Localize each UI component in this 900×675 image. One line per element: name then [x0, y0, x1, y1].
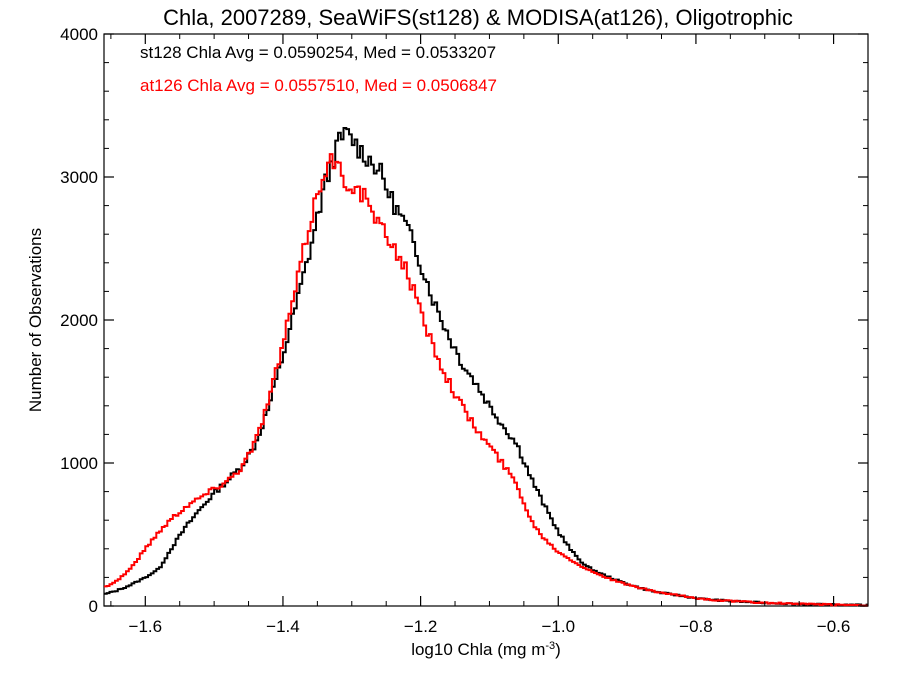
- series-annotation-at126: at126 Chla Avg = 0.0557510, Med = 0.0506…: [140, 76, 497, 95]
- chart-title: Chla, 2007289, SeaWiFS(st128) & MODISA(a…: [163, 5, 793, 30]
- x-tick-label: −0.8: [679, 617, 713, 636]
- series-line-1: [104, 153, 868, 607]
- x-axis-label-main: log10 Chla (mg m: [411, 640, 545, 659]
- x-axis-label-end: ): [555, 640, 561, 659]
- y-tick-label: 3000: [60, 168, 98, 187]
- y-axis-ticks: 0 1000 2000 3000 4000: [60, 25, 868, 616]
- series-annotation-st128: st128 Chla Avg = 0.0590254, Med = 0.0533…: [140, 43, 496, 62]
- plot-area: −1.6 −1.4 −1.2 −1.0 −0.8 −0.6 0 1000 2000 3000 40…: [60, 25, 869, 636]
- x-tick-label: −1.0: [541, 617, 575, 636]
- x-tick-label: −1.4: [266, 617, 300, 636]
- x-axis-label-superscript: -3: [545, 640, 555, 652]
- x-tick-label: −1.6: [129, 617, 163, 636]
- y-axis-label: Number of Observations: [26, 228, 45, 412]
- y-tick-label: 2000: [60, 311, 98, 330]
- x-tick-label: −0.6: [817, 617, 851, 636]
- x-axis-ticks: −1.6 −1.4 −1.2 −1.0 −0.8 −0.6: [110, 34, 869, 636]
- y-tick-label: 4000: [60, 25, 98, 44]
- y-tick-label: 1000: [60, 454, 98, 473]
- y-tick-label: 0: [89, 597, 98, 616]
- x-axis-label: log10 Chla (mg m-3): [411, 640, 561, 659]
- x-tick-label: −1.2: [404, 617, 438, 636]
- series-layer: [104, 127, 868, 607]
